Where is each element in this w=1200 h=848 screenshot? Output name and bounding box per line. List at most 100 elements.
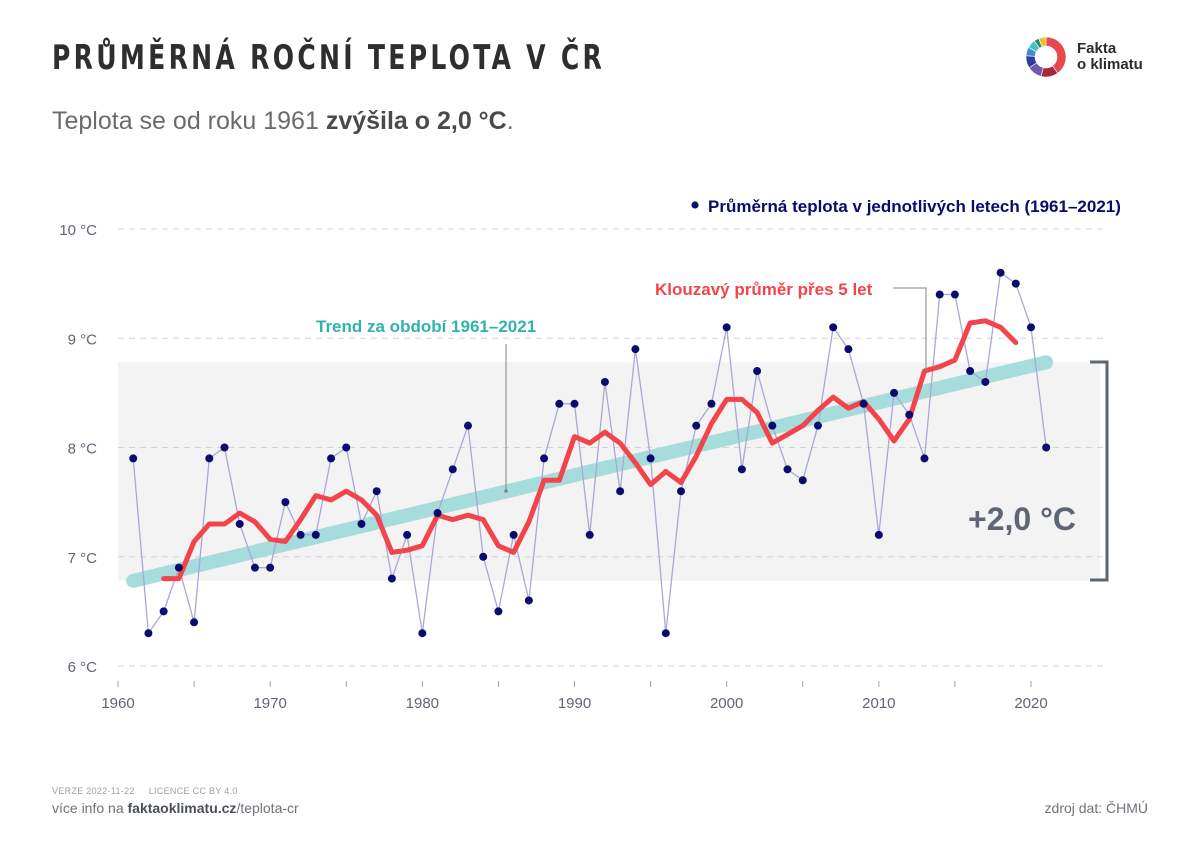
- logo-line-1: Fakta: [1077, 40, 1117, 57]
- data-point-1980: [418, 629, 427, 638]
- data-point-2003: [768, 421, 777, 430]
- data-point-1967: [220, 443, 229, 452]
- data-point-1985: [494, 607, 503, 616]
- increase-bracket: [1090, 360, 1109, 582]
- legend-annual-label: Průměrná teplota v jednotlivých letech (…: [708, 197, 1121, 216]
- data-point-1975: [342, 443, 351, 452]
- data-point-1981: [433, 509, 442, 518]
- more-info-prefix: více info na: [52, 800, 128, 816]
- data-point-1976: [357, 519, 366, 528]
- x-tick-label: 1970: [253, 695, 286, 712]
- data-point-1968: [235, 519, 244, 528]
- moving-avg-leader: [893, 287, 927, 371]
- y-tick-label: 8 °C: [68, 441, 98, 458]
- trend-leader-end: [504, 489, 508, 493]
- data-point-1990: [570, 399, 579, 408]
- logo-line-2: o klimatu: [1077, 56, 1143, 73]
- data-point-1982: [448, 465, 457, 474]
- data-point-1999: [707, 399, 716, 408]
- data-point-2004: [783, 465, 792, 474]
- x-tick-label: 1960: [101, 695, 134, 712]
- data-point-1971: [281, 498, 290, 507]
- data-point-1972: [296, 530, 305, 539]
- license-text: LICENCE CC BY 4.0: [148, 786, 238, 796]
- version-text: VERZE 2022-11-22: [52, 786, 135, 796]
- data-point-1970: [266, 563, 275, 572]
- logo-segment: [1038, 36, 1047, 48]
- x-tick-label: 2010: [862, 695, 895, 712]
- data-point-1964: [174, 563, 183, 572]
- data-point-2015: [950, 290, 959, 299]
- data-point-2018: [996, 268, 1005, 277]
- y-tick-label: 6 °C: [68, 659, 98, 676]
- data-point-1984: [479, 552, 488, 561]
- subtitle-text: Teplota se od roku 1961: [52, 107, 326, 135]
- logo-text: Fakta o klimatu: [1077, 41, 1143, 73]
- trend-label: Trend za období 1961–2021: [316, 317, 536, 336]
- y-tick-label: 7 °C: [68, 550, 98, 567]
- data-point-2006: [813, 421, 822, 430]
- data-point-2016: [966, 367, 975, 376]
- data-point-1983: [463, 421, 472, 430]
- subtitle-highlight: zvýšila o 2,0 °C: [325, 107, 507, 135]
- data-point-2007: [829, 323, 838, 332]
- data-point-2009: [859, 399, 868, 408]
- data-point-1965: [190, 618, 199, 627]
- data-point-1997: [677, 487, 686, 496]
- data-point-1986: [509, 530, 518, 539]
- data-point-1996: [661, 629, 670, 638]
- data-point-1977: [372, 487, 381, 496]
- data-point-2013: [920, 454, 929, 463]
- data-point-1989: [555, 399, 564, 408]
- data-point-1962: [144, 629, 153, 638]
- data-point-1963: [159, 607, 168, 616]
- data-source: zdroj dat: ČHMÚ: [1044, 800, 1148, 816]
- donut-logo-icon: [1025, 36, 1067, 78]
- data-point-1961: [129, 454, 138, 463]
- data-point-2000: [722, 323, 731, 332]
- moving-avg-label: Klouzavý průměr přes 5 let: [655, 280, 873, 299]
- data-point-1991: [585, 530, 594, 539]
- data-point-1979: [403, 530, 412, 539]
- legend-dot-icon: [691, 201, 699, 209]
- increase-label: +2,0 °C: [968, 501, 1076, 537]
- moving-average-line: [161, 318, 1019, 582]
- y-tick-label: 10 °C: [59, 222, 97, 239]
- data-point-2012: [905, 410, 914, 419]
- data-point-2010: [874, 530, 883, 539]
- data-point-1992: [600, 377, 609, 386]
- subtitle: Teplota se od roku 1961 zvýšila o 2,0 °C…: [52, 107, 514, 136]
- x-tick-label: 2000: [710, 695, 743, 712]
- data-point-1998: [692, 421, 701, 430]
- data-point-1994: [631, 345, 640, 354]
- x-tick-label: 1980: [406, 695, 439, 712]
- subtitle-end: .: [506, 107, 514, 135]
- data-point-1969: [250, 563, 259, 572]
- footer-meta: VERZE 2022-11-22 LICENCE CC BY 4.0: [52, 786, 252, 796]
- x-tick-label: 2020: [1014, 695, 1047, 712]
- more-info-link[interactable]: více info na faktaoklimatu.cz/teplota-cr: [52, 800, 299, 816]
- data-point-2017: [981, 377, 990, 386]
- logo[interactable]: Fakta o klimatu: [1025, 36, 1143, 78]
- data-point-1966: [205, 454, 214, 463]
- data-point-2005: [798, 476, 807, 485]
- data-point-1993: [616, 487, 625, 496]
- data-point-1987: [524, 596, 533, 605]
- data-point-1988: [540, 454, 549, 463]
- data-point-2019: [1011, 279, 1020, 288]
- data-point-2008: [844, 345, 853, 354]
- x-tick-label: 1990: [558, 695, 591, 712]
- y-tick-label: 9 °C: [68, 331, 98, 348]
- page-title: PRŮMĚRNÁ ROČNÍ TEPLOTA V ČR: [52, 38, 606, 78]
- data-point-2020: [1027, 323, 1035, 332]
- data-point-2001: [737, 465, 746, 474]
- more-info-path: /teplota-cr: [236, 800, 299, 816]
- data-point-1974: [327, 454, 336, 463]
- more-info-domain: faktaoklimatu.cz: [127, 800, 237, 816]
- data-point-2002: [753, 367, 762, 376]
- data-point-2014: [935, 290, 944, 299]
- data-point-1995: [646, 454, 655, 463]
- data-point-2021: [1042, 443, 1051, 452]
- data-point-1978: [387, 574, 396, 583]
